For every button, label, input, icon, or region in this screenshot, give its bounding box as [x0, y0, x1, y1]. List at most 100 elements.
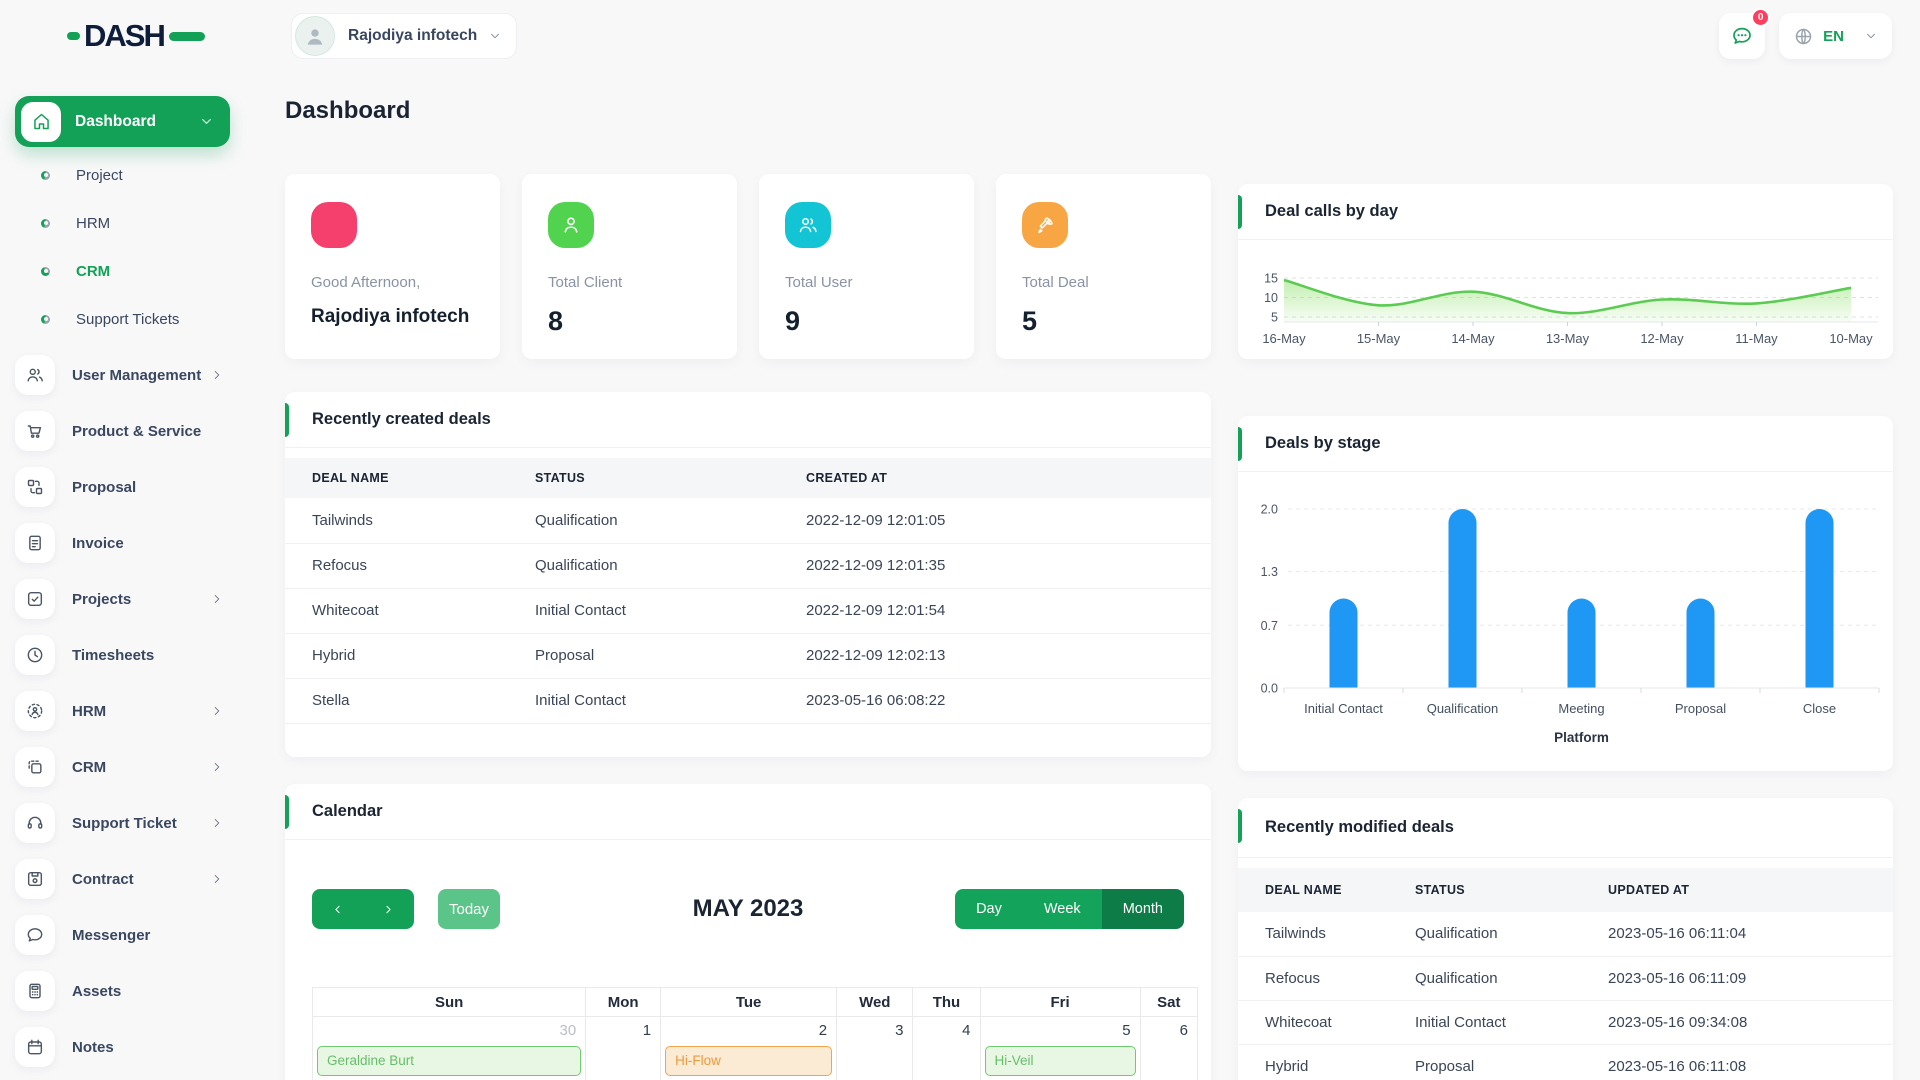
- svg-text:10: 10: [1264, 291, 1278, 305]
- calendar-event[interactable]: Hi-Flow: [665, 1046, 833, 1076]
- day-number: 5: [1122, 1022, 1131, 1039]
- language-selector[interactable]: EN: [1779, 13, 1892, 59]
- table-cell: Qualification: [525, 498, 796, 544]
- table-row: Refocus Qualification 2022-12-09 12:01:35: [285, 543, 1211, 589]
- messages-button[interactable]: 0: [1719, 8, 1771, 59]
- stat-card-total-user: Total User 9: [759, 174, 974, 359]
- sidebar-item-support-ticket[interactable]: Support Ticket: [15, 795, 230, 851]
- stat-value: 5: [1022, 306, 1038, 336]
- sidebar-item-projects[interactable]: Projects: [15, 571, 230, 627]
- svg-text:Meeting: Meeting: [1558, 701, 1604, 716]
- calendar-event[interactable]: Hi-Veil: [984, 1046, 1136, 1076]
- users-icon: [15, 355, 55, 395]
- sidebar-item-contract[interactable]: Contract: [15, 851, 230, 907]
- calendar-view-month-button[interactable]: Month: [1101, 889, 1184, 929]
- day-number: 30: [559, 1022, 577, 1039]
- sidebar-item-user-management[interactable]: User Management: [15, 347, 230, 403]
- sidebar-item-dashboard[interactable]: Dashboard: [15, 96, 230, 147]
- table-cell: 2022-12-09 12:02:13: [796, 633, 1211, 679]
- recently-modified-deals-card: Recently modified deals DEAL NAME STATUS U…: [1238, 798, 1893, 1080]
- day-header: Tue: [660, 987, 838, 1017]
- check-square-icon: [15, 579, 55, 619]
- calendar-card: Calendar Today MAY 2023 Day Week Month Sun…: [285, 784, 1211, 1080]
- svg-text:16-May: 16-May: [1262, 331, 1306, 346]
- card-title: Deals by stage: [1265, 434, 1381, 452]
- chevron-down-icon: [199, 114, 214, 129]
- sidebar-item-crm[interactable]: CRM: [15, 739, 230, 795]
- sidebar-item-messenger[interactable]: Messenger: [15, 907, 230, 963]
- table-cell: Tailwinds: [285, 498, 525, 544]
- sidebar-subitem-support-tickets[interactable]: Support Tickets: [15, 295, 230, 343]
- svg-text:1.3: 1.3: [1261, 565, 1278, 579]
- sidebar-item-product-service[interactable]: Product & Service: [15, 403, 230, 459]
- card-title: Recently created deals: [312, 410, 491, 428]
- copy-icon: [15, 747, 55, 787]
- stats-row: Good Afternoon, Rajodiya infotech Total …: [285, 174, 1211, 359]
- day-number: 4: [962, 1022, 971, 1039]
- card-title: Calendar: [312, 802, 383, 820]
- notification-badge: 0: [1751, 8, 1771, 27]
- stat-value: 9: [785, 306, 801, 336]
- stat-value: 8: [548, 306, 564, 336]
- person-dots-icon: [15, 691, 55, 731]
- sidebar-item-label: Proposal: [72, 478, 137, 496]
- sidebar-item-assets[interactable]: Assets: [15, 963, 230, 1019]
- sidebar-subitem-label: Project: [76, 166, 123, 184]
- day-header: Wed: [836, 987, 914, 1017]
- headset-icon: [15, 803, 55, 843]
- sidebar-subitem-project[interactable]: Project: [15, 151, 230, 199]
- calendar-day-cell[interactable]: 30 Geraldine Burt: [311, 1016, 587, 1080]
- bullet-icon: [41, 266, 50, 276]
- app-logo[interactable]: DASH: [67, 18, 245, 54]
- swap-icon: [15, 467, 55, 507]
- column-header: UPDATED AT: [1598, 868, 1893, 912]
- table-cell: Hybrid: [285, 633, 525, 679]
- sidebar-subitem-crm[interactable]: CRM: [15, 247, 230, 295]
- today-button[interactable]: Today: [438, 889, 500, 929]
- right-column: Deal calls by day 15 10 5 16-May 15-May 14-M…: [1238, 174, 1893, 1080]
- calendar-view-day-button[interactable]: Day: [955, 889, 1023, 929]
- sidebar-item-label: Contract: [72, 870, 134, 888]
- rocket-icon: [1022, 202, 1068, 248]
- table-cell: 2022-12-09 12:01:54: [796, 588, 1211, 634]
- calendar-day-cell[interactable]: 6: [1139, 1016, 1199, 1080]
- chevron-right-icon: [210, 872, 224, 886]
- recently-created-deals-card: Recently created deals DEAL NAME STATUS CR…: [285, 392, 1211, 757]
- sidebar-item-invoice[interactable]: Invoice: [15, 515, 230, 571]
- calendar-event[interactable]: Geraldine Burt: [317, 1046, 582, 1076]
- chevron-right-icon: [210, 704, 224, 718]
- calendar-day-cell[interactable]: 3: [836, 1016, 914, 1080]
- calendar-day-cell[interactable]: 5 Hi-Veil: [979, 1016, 1141, 1080]
- svg-text:0.0: 0.0: [1261, 682, 1278, 696]
- table-row: Refocus Qualification 2023-05-16 06:11:09: [1238, 956, 1893, 1001]
- table-row: Hybrid Proposal 2023-05-16 06:11:08: [1238, 1044, 1893, 1080]
- sidebar-nav: User Management Product & Service Propos…: [15, 347, 230, 1075]
- sidebar: Dashboard Project HRM CRM Support Ticket…: [0, 72, 245, 1080]
- calendar-day-cell[interactable]: 1: [585, 1016, 662, 1080]
- sidebar-item-label: Invoice: [72, 534, 124, 552]
- deals-by-stage-chart: 0.0 0.7 1.3 2.0 Initial Contact Qualificatio…: [1238, 472, 1893, 762]
- column-header: CREATED AT: [796, 458, 1211, 498]
- workspace-selector[interactable]: Rajodiya infotech: [291, 13, 518, 59]
- sidebar-item-hrm[interactable]: HRM: [15, 683, 230, 739]
- card-header: Calendar: [285, 784, 1211, 840]
- day-header: Sun: [311, 987, 587, 1017]
- logo-text: DASH: [84, 18, 166, 53]
- avatar: [295, 16, 335, 56]
- sidebar-item-proposal[interactable]: Proposal: [15, 459, 230, 515]
- calendar-prev-button[interactable]: [327, 899, 348, 920]
- sidebar-item-timesheets[interactable]: Timesheets: [15, 627, 230, 683]
- table-cell: 2023-05-16 09:34:08: [1598, 1000, 1893, 1045]
- calendar-day-cell[interactable]: 2 Hi-Flow: [660, 1016, 838, 1080]
- stat-card-total-deal: Total Deal 5: [996, 174, 1211, 359]
- calendar-next-button[interactable]: [378, 899, 399, 920]
- deal-calls-chart: 15 10 5 16-May 15-May 14-May 13-May 12-May 11-M…: [1238, 255, 1893, 359]
- calendar-day-cell[interactable]: 4: [912, 1016, 981, 1080]
- table-cell: 2023-05-16 06:08:22: [796, 678, 1211, 724]
- sidebar-item-notes[interactable]: Notes: [15, 1019, 230, 1075]
- card-header: Recently created deals: [285, 392, 1211, 448]
- table-cell: Initial Contact: [525, 678, 796, 724]
- sidebar-subitem-hrm[interactable]: HRM: [15, 199, 230, 247]
- svg-text:14-May: 14-May: [1451, 331, 1495, 346]
- calendar-view-week-button[interactable]: Week: [1022, 889, 1102, 929]
